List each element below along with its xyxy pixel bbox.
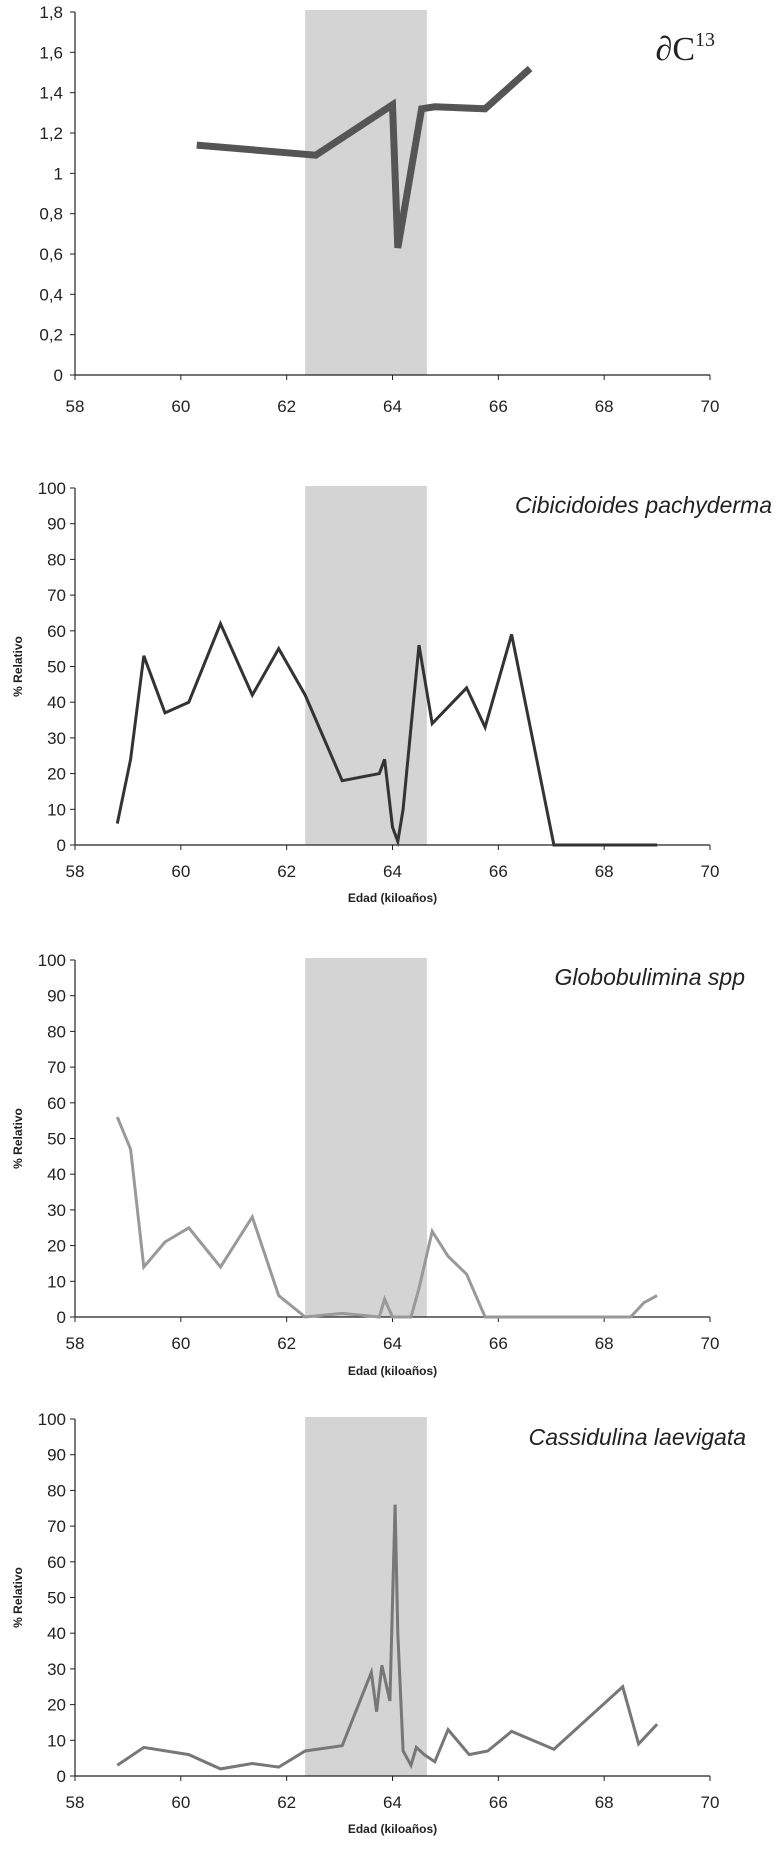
shaded-interval <box>305 486 427 845</box>
chart-title: ∂C13 <box>656 29 715 68</box>
y-tick-label: 0 <box>57 1767 66 1786</box>
y-tick-label: 50 <box>47 1130 66 1149</box>
y-tick-label: 0,2 <box>39 326 63 345</box>
y-tick-label: 100 <box>38 479 66 498</box>
series-line <box>115 1116 658 1319</box>
x-tick-label: 60 <box>171 1334 190 1353</box>
x-tick-label: 64 <box>383 862 402 881</box>
y-tick-label: 40 <box>47 1165 66 1184</box>
y-tick-label: 10 <box>47 1731 66 1750</box>
x-tick-label: 66 <box>489 1793 508 1812</box>
x-tick-label: 70 <box>701 397 720 416</box>
y-tick-label: 90 <box>47 515 66 534</box>
y-tick-label: 1,8 <box>39 3 63 22</box>
y-axis-label: % Relativo <box>11 1108 25 1169</box>
y-tick-label: 0,6 <box>39 245 63 264</box>
y-axis-label: % Relativo <box>11 1567 25 1628</box>
x-tick-label: 62 <box>277 862 296 881</box>
y-tick-label: 100 <box>38 951 66 970</box>
chart-cibicidoides-pachyderma: 0 10 20 30 40 50 60 70 80 90 100 58 60 62 64 66 68 70 Cibi… <box>11 479 772 905</box>
y-tick-label: 20 <box>47 765 66 784</box>
y-tick-label: 90 <box>47 987 66 1006</box>
x-tick-label: 58 <box>66 862 85 881</box>
x-axis-label: Edad (kiloaños) <box>348 1364 437 1378</box>
y-tick-label: 1,6 <box>39 43 63 62</box>
y-tick-label: 30 <box>47 729 66 748</box>
x-tick-label: 62 <box>277 397 296 416</box>
y-tick-label: 40 <box>47 1624 66 1643</box>
y-tick-label: 10 <box>47 1272 66 1291</box>
y-tick-label: 80 <box>47 1481 66 1500</box>
y-tick-label: 40 <box>47 693 66 712</box>
chart-title: Cibicidoides pachyderma <box>515 492 772 518</box>
x-tick-label: 68 <box>595 1334 614 1353</box>
chart-globobulimina-spp: 0 10 20 30 40 50 60 70 80 90 100 58 60 62 64 66 68 70 Glob… <box>11 951 745 1378</box>
x-tick-label: 70 <box>701 1793 720 1812</box>
shaded-interval <box>305 958 427 1317</box>
series-line <box>196 65 533 249</box>
chart-title-superscript: 13 <box>695 29 715 51</box>
y-tick-label: 20 <box>47 1237 66 1256</box>
x-axis-label: Edad (kiloaños) <box>348 1822 437 1836</box>
x-tick-label: 70 <box>701 1334 720 1353</box>
chart-delta-c13: 0 0,2 0,4 0,6 0,8 1 1,2 1,4 1,6 1,8 58 60 62 64 66 68 70… <box>39 3 720 416</box>
y-tick-label: 90 <box>47 1446 66 1465</box>
y-tick-label: 70 <box>47 586 66 605</box>
y-tick-label: 30 <box>47 1201 66 1220</box>
x-tick-label: 66 <box>489 397 508 416</box>
x-tick-label: 60 <box>171 1793 190 1812</box>
y-axis-label: % Relativo <box>11 636 25 697</box>
x-tick-label: 64 <box>383 397 402 416</box>
y-tick-label: 50 <box>47 1589 66 1608</box>
x-tick-label: 62 <box>277 1793 296 1812</box>
x-tick-label: 68 <box>595 862 614 881</box>
y-tick-label: 60 <box>47 1553 66 1572</box>
y-tick-label: 1,2 <box>39 124 63 143</box>
x-tick-label: 66 <box>489 862 508 881</box>
x-tick-label: 68 <box>595 397 614 416</box>
x-tick-label: 64 <box>383 1334 402 1353</box>
y-tick-label: 80 <box>47 550 66 569</box>
y-tick-label: 10 <box>47 800 66 819</box>
y-tick-label: 100 <box>38 1410 66 1429</box>
y-tick-label: 70 <box>47 1517 66 1536</box>
series-line <box>115 619 658 848</box>
y-tick-label: 30 <box>47 1660 66 1679</box>
y-tick-label: 1 <box>54 164 63 183</box>
x-tick-label: 60 <box>171 862 190 881</box>
y-tick-label: 0 <box>57 836 66 855</box>
x-tick-label: 58 <box>66 1793 85 1812</box>
x-axis-label: Edad (kiloaños) <box>348 891 437 905</box>
y-tick-label: 1,4 <box>39 84 63 103</box>
y-tick-label: 80 <box>47 1022 66 1041</box>
x-tick-label: 64 <box>383 1793 402 1812</box>
y-tick-label: 50 <box>47 658 66 677</box>
x-tick-label: 58 <box>66 1334 85 1353</box>
chart-title: Cassidulina laevigata <box>529 1424 746 1450</box>
y-tick-label: 0,8 <box>39 205 63 224</box>
y-tick-label: 70 <box>47 1058 66 1077</box>
shaded-interval <box>305 1417 427 1776</box>
y-tick-label: 0,4 <box>39 285 63 304</box>
x-tick-label: 68 <box>595 1793 614 1812</box>
chart-cassidulina-laevigata: 0 10 20 30 40 50 60 70 80 90 100 58 60 62 64 66 68 70 Cass… <box>11 1410 746 1836</box>
y-tick-label: 20 <box>47 1696 66 1715</box>
y-tick-label: 60 <box>47 1094 66 1113</box>
x-tick-label: 70 <box>701 862 720 881</box>
y-tick-label: 0 <box>54 366 63 385</box>
x-tick-label: 66 <box>489 1334 508 1353</box>
x-tick-label: 58 <box>66 397 85 416</box>
x-tick-label: 60 <box>171 397 190 416</box>
y-tick-label: 0 <box>57 1308 66 1327</box>
x-tick-label: 62 <box>277 1334 296 1353</box>
chart-title: Globobulimina spp <box>554 964 745 990</box>
y-tick-label: 60 <box>47 622 66 641</box>
